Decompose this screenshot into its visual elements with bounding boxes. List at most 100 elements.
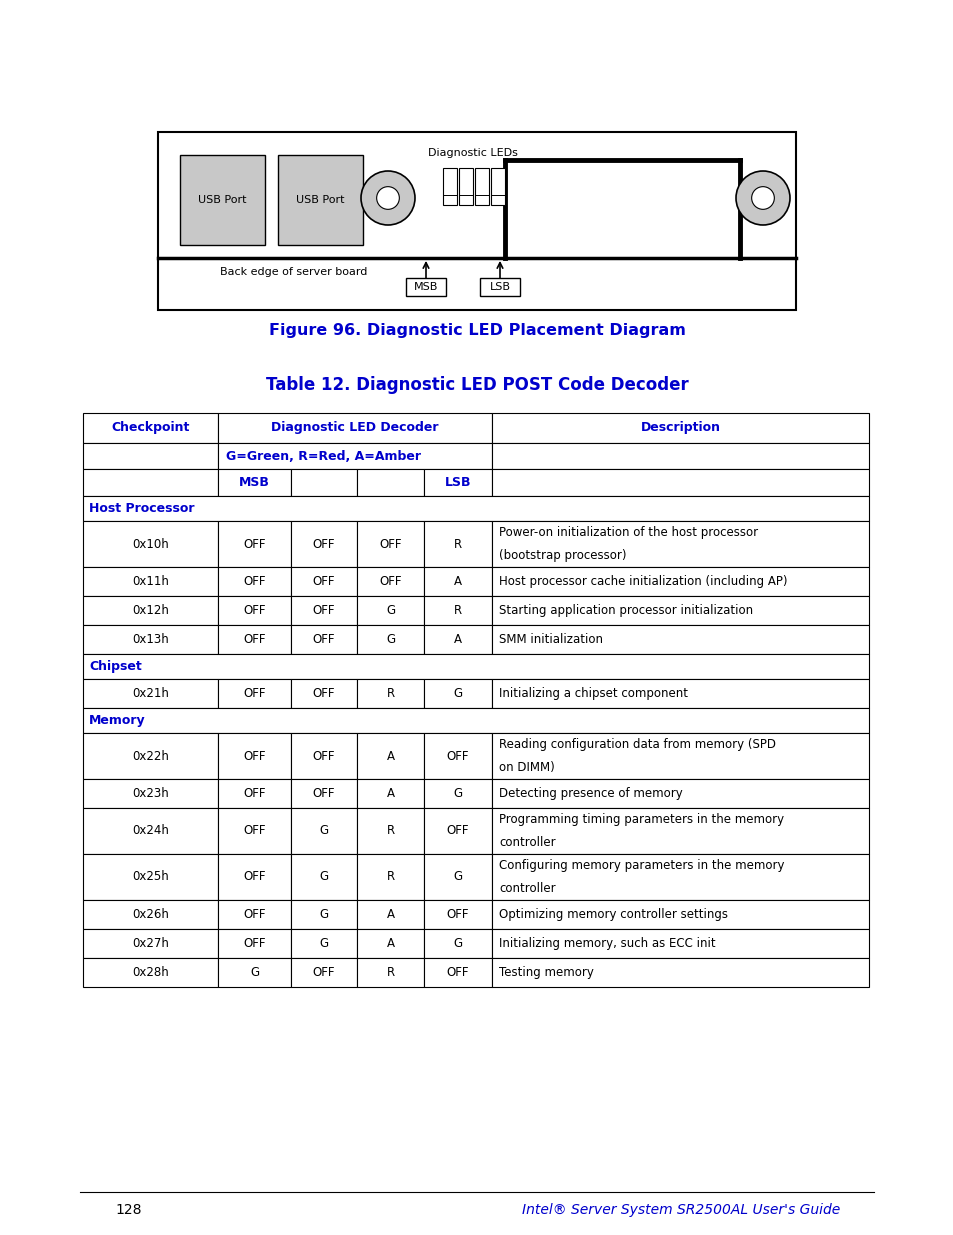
Bar [423, 929, 492, 958]
Bar [83, 412, 218, 443]
Bar [218, 679, 291, 708]
Text: G: G [453, 687, 462, 700]
Bar [291, 958, 356, 987]
Text: OFF: OFF [243, 576, 266, 588]
Bar [356, 929, 423, 958]
Text: (bootstrap processor): (bootstrap processor) [498, 550, 626, 562]
Bar [356, 853, 423, 900]
Text: G: G [319, 871, 328, 883]
Circle shape [735, 170, 789, 225]
Bar [218, 567, 291, 597]
Bar [218, 469, 291, 496]
Bar [491, 168, 504, 205]
Bar [218, 853, 291, 900]
Bar [423, 958, 492, 987]
Bar [218, 597, 291, 625]
Text: Starting application processor initialization: Starting application processor initializ… [498, 604, 752, 618]
Bar [492, 929, 868, 958]
Text: 0x26h: 0x26h [132, 908, 169, 921]
Text: Optimizing memory controller settings: Optimizing memory controller settings [498, 908, 727, 921]
Bar [423, 734, 492, 779]
Bar [291, 734, 356, 779]
Bar [423, 679, 492, 708]
Bar [83, 567, 218, 597]
Bar [492, 679, 868, 708]
Text: OFF: OFF [379, 537, 401, 551]
Text: Reading configuration data from memory (SPD: Reading configuration data from memory (… [498, 739, 775, 751]
Text: SMM initialization: SMM initialization [498, 634, 602, 646]
Bar [356, 900, 423, 929]
Bar [492, 734, 868, 779]
Text: OFF: OFF [243, 908, 266, 921]
Text: OFF: OFF [243, 787, 266, 800]
Text: R: R [386, 966, 395, 979]
Bar [356, 567, 423, 597]
Bar [423, 900, 492, 929]
Bar [291, 567, 356, 597]
Bar [492, 469, 868, 496]
Text: 0x24h: 0x24h [132, 825, 169, 837]
Bar [423, 597, 492, 625]
Text: G: G [453, 787, 462, 800]
Circle shape [376, 186, 399, 210]
Bar [356, 808, 423, 853]
Text: R: R [386, 825, 395, 837]
Bar [83, 734, 218, 779]
Text: G: G [319, 908, 328, 921]
Bar [83, 597, 218, 625]
Text: A: A [454, 576, 461, 588]
Text: G: G [319, 825, 328, 837]
Bar [218, 929, 291, 958]
Text: Figure 96. Diagnostic LED Placement Diagram: Figure 96. Diagnostic LED Placement Diag… [269, 322, 684, 337]
Bar [218, 443, 492, 469]
Text: G=Green, R=Red, A=Amber: G=Green, R=Red, A=Amber [226, 450, 420, 462]
Bar [291, 597, 356, 625]
Text: G: G [250, 966, 259, 979]
Text: OFF: OFF [243, 871, 266, 883]
Bar [291, 679, 356, 708]
Text: OFF: OFF [243, 750, 266, 762]
Text: OFF: OFF [243, 604, 266, 618]
Text: OFF: OFF [446, 908, 469, 921]
Bar [83, 900, 218, 929]
Text: Host processor cache initialization (including AP): Host processor cache initialization (inc… [498, 576, 786, 588]
Text: Detecting presence of memory: Detecting presence of memory [498, 787, 682, 800]
Bar [291, 521, 356, 567]
Text: OFF: OFF [243, 537, 266, 551]
Bar [475, 168, 489, 205]
Text: Diagnostic LED Decoder: Diagnostic LED Decoder [271, 421, 438, 435]
Text: Chipset: Chipset [89, 659, 142, 673]
Text: USB Port: USB Port [198, 195, 247, 205]
Circle shape [751, 186, 774, 210]
Bar [406, 278, 446, 296]
Bar [83, 779, 218, 808]
Bar [356, 679, 423, 708]
Text: G: G [319, 937, 328, 950]
Text: OFF: OFF [243, 937, 266, 950]
Bar [83, 521, 218, 567]
Text: 0x13h: 0x13h [132, 634, 169, 646]
Text: OFF: OFF [243, 825, 266, 837]
Text: G: G [453, 937, 462, 950]
Text: Power-on initialization of the host processor: Power-on initialization of the host proc… [498, 526, 758, 538]
Text: Table 12. Diagnostic LED POST Code Decoder: Table 12. Diagnostic LED POST Code Decod… [265, 375, 688, 394]
Bar [158, 132, 795, 310]
Bar [83, 708, 868, 734]
Text: Checkpoint: Checkpoint [112, 421, 190, 435]
Bar [291, 469, 356, 496]
Text: G: G [453, 871, 462, 883]
Text: R: R [386, 687, 395, 700]
Text: Programming timing parameters in the memory: Programming timing parameters in the mem… [498, 813, 783, 826]
Circle shape [360, 170, 415, 225]
Text: A: A [386, 787, 395, 800]
Text: LSB: LSB [489, 282, 510, 291]
Bar [423, 567, 492, 597]
Text: Diagnostic LEDs: Diagnostic LEDs [428, 148, 517, 158]
Bar [291, 929, 356, 958]
Text: controller: controller [498, 836, 555, 848]
Text: Testing memory: Testing memory [498, 966, 594, 979]
Bar [423, 853, 492, 900]
Bar [83, 929, 218, 958]
Text: LSB: LSB [444, 475, 471, 489]
Bar [492, 443, 868, 469]
